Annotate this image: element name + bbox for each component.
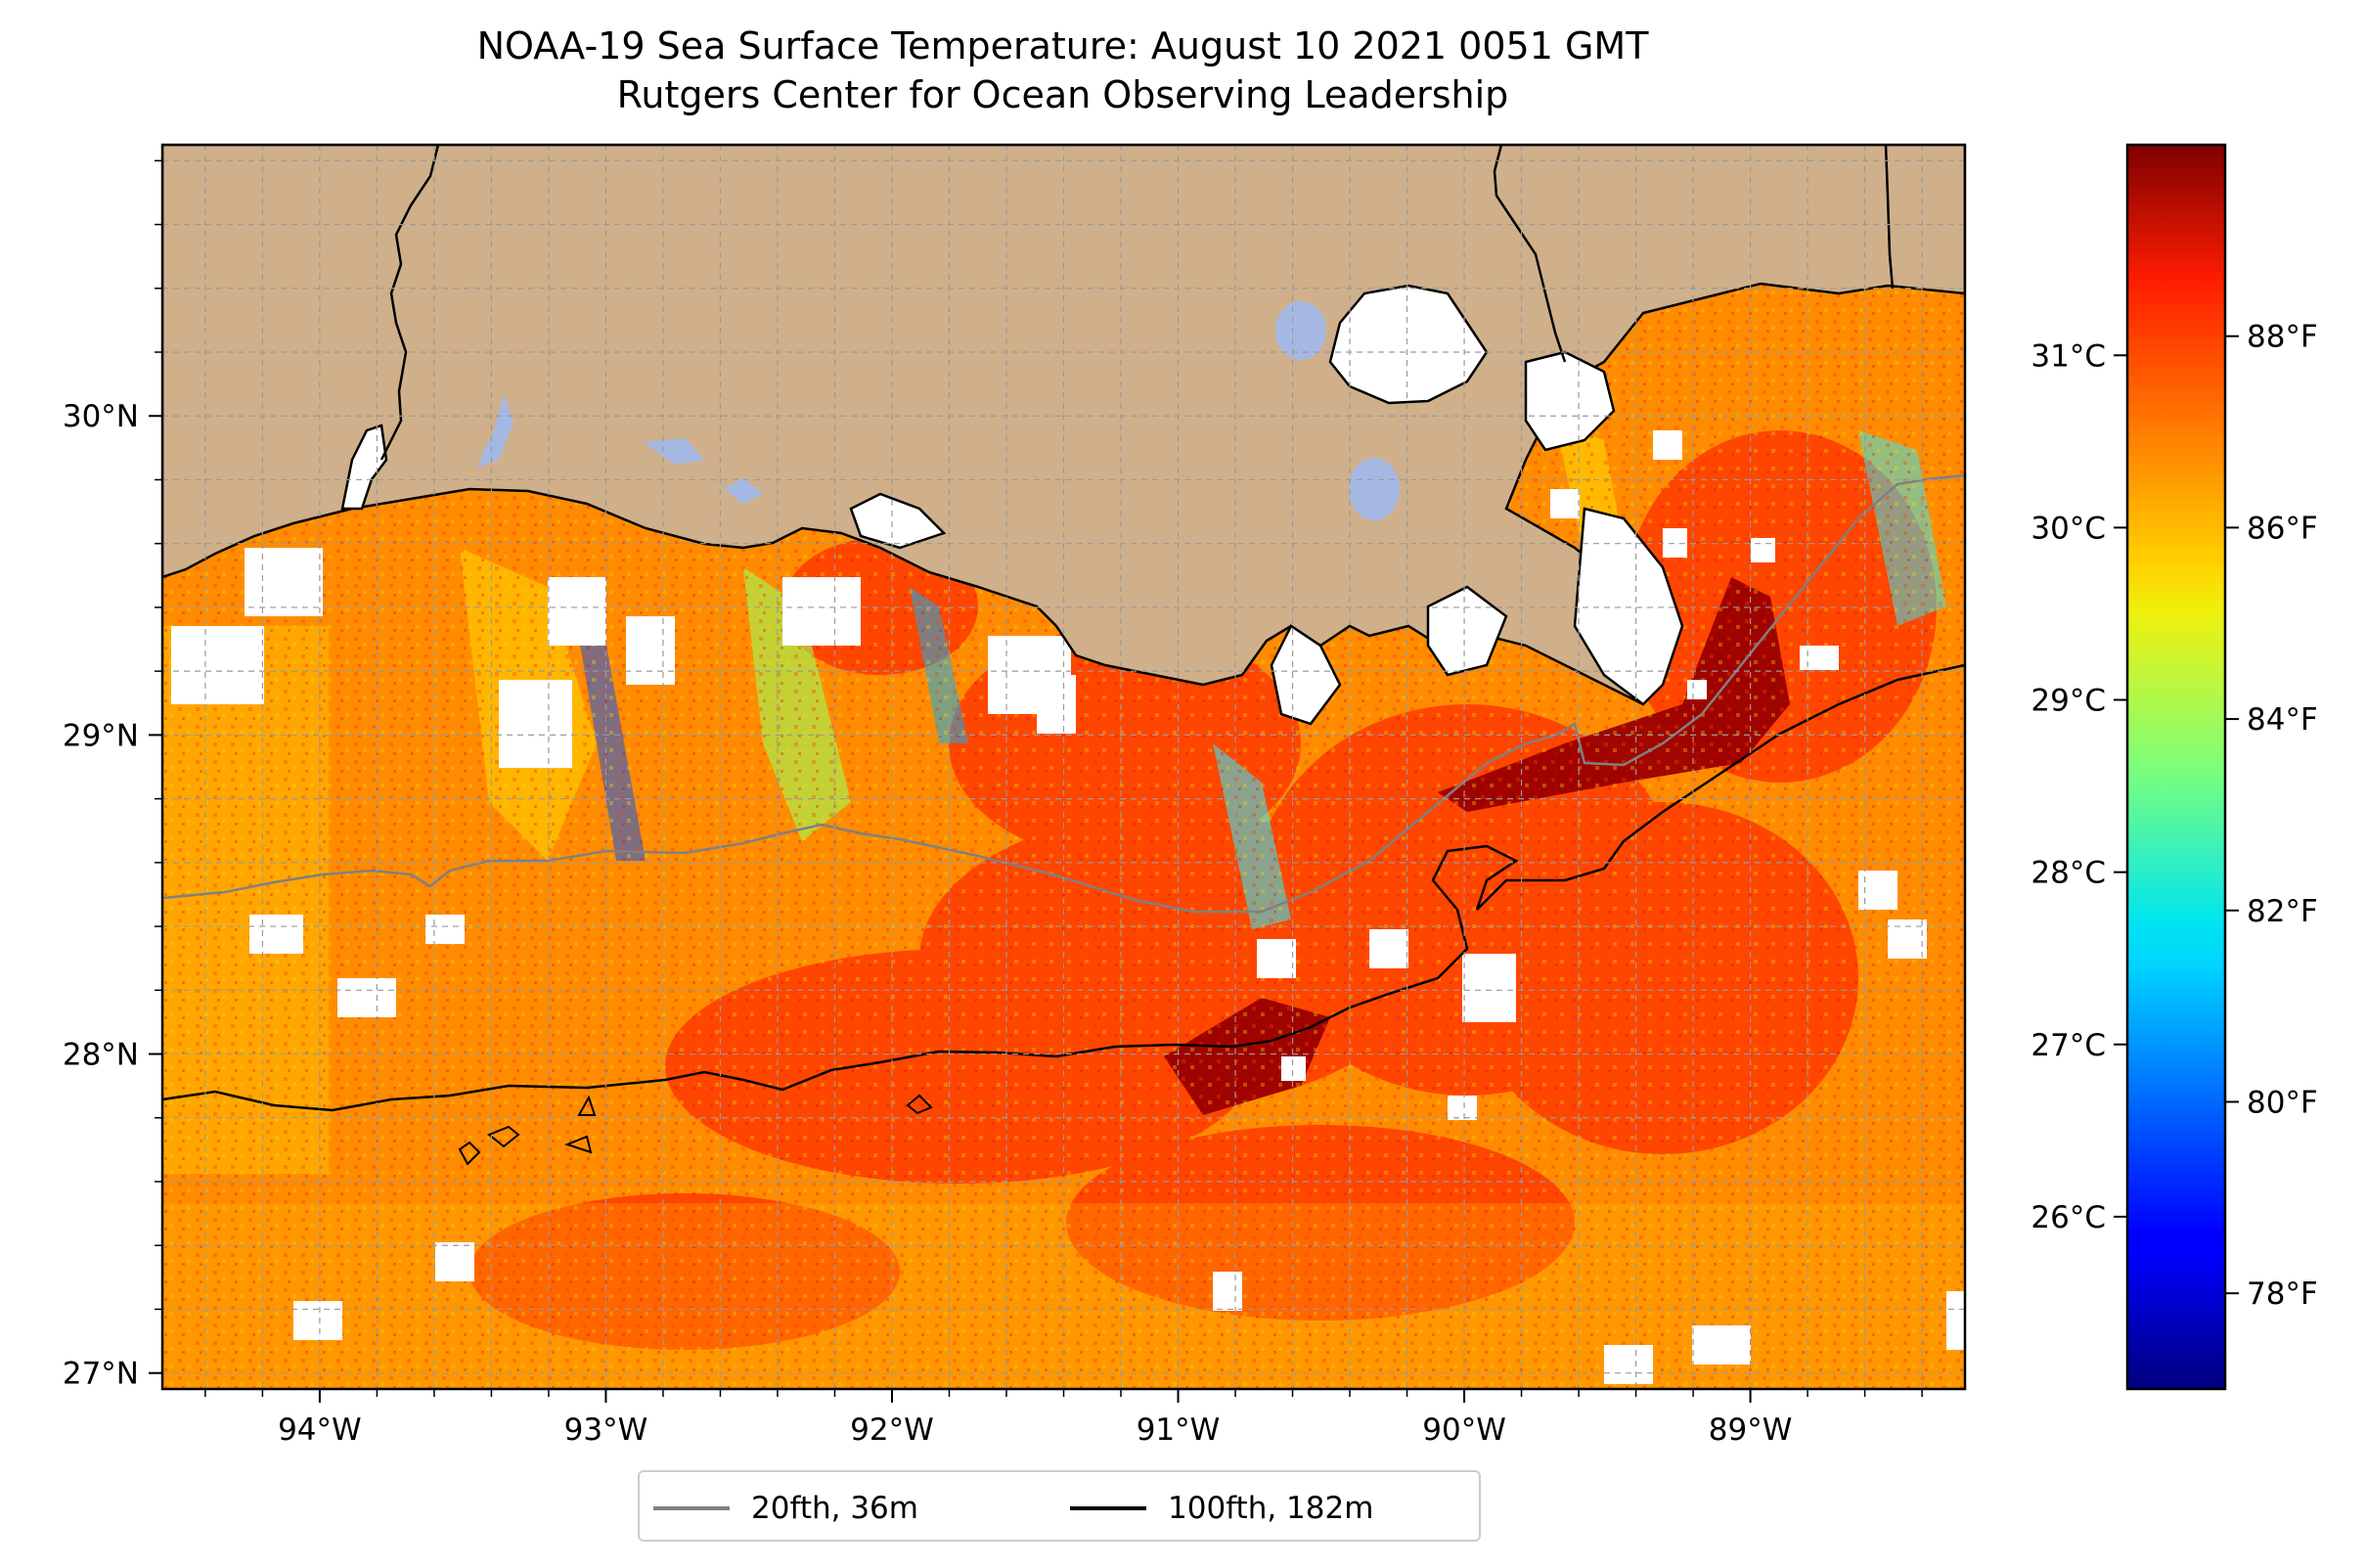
bays-and-lakes-white [340,284,1684,726]
map-title: NOAA-19 Sea Surface Temperature: August … [160,22,1965,119]
lakes [477,301,1400,520]
lon-tick-label: 92°W [850,1412,934,1448]
isobath-100fth [162,663,1965,1112]
colorbar-fahrenheit-label: 78°F [2247,1277,2318,1312]
colorbar-celsius-label: 30°C [2030,511,2106,546]
colorbar-celsius-label: 31°C [2030,338,2106,374]
colorbar-fahrenheit-axis: 78°F 80°F 82°F 84°F 86°F 88°F [2225,320,2318,1312]
legend-swatch-100fth [1070,1505,1146,1510]
legend-item-100fth: 100fth, 182m [1070,1472,1373,1544]
lat-axis: 27°N 28°N 29°N 30°N [63,159,162,1392]
lon-tick-label: 93°W [564,1412,648,1448]
colorbar-celsius-label: 26°C [2030,1200,2106,1235]
lat-tick-label: 29°N [63,718,139,753]
state-border-east [1493,145,1567,363]
colorbar-fahrenheit-label: 84°F [2247,702,2318,738]
lat-tick-label: 30°N [63,399,139,434]
isobath-legend: 20fth, 36m 100fth, 182m [638,1470,1481,1542]
legend-item-20fth: 20fth, 36m [653,1472,918,1544]
legend-label-20fth: 20fth, 36m [751,1490,918,1526]
colorbar-celsius-label: 28°C [2030,856,2106,891]
shelf-banks [458,1094,933,1166]
colorbar-celsius-axis: 26°C 27°C 28°C 29°C 30°C 31°C [2030,338,2127,1235]
colorbar [2125,143,2227,1391]
legend-label-100fth: 100fth, 182m [1168,1490,1374,1526]
colorbar-fahrenheit-label: 86°F [2247,511,2318,546]
lon-tick-label: 90°W [1422,1412,1506,1448]
colorbar-celsius-label: 27°C [2030,1028,2106,1063]
colorbar-fahrenheit-label: 88°F [2247,320,2318,355]
lon-tick-label: 89°W [1709,1412,1793,1448]
lon-tick-label: 91°W [1137,1412,1221,1448]
colorbar-celsius-label: 29°C [2030,684,2106,719]
colorbar-fahrenheit-label: 82°F [2247,894,2318,929]
lon-tick-label: 94°W [278,1412,362,1448]
cloud-gaps [171,430,1965,1384]
title-line-1: NOAA-19 Sea Surface Temperature: August … [476,24,1649,67]
legend-swatch-20fth [653,1505,730,1510]
lon-axis: 94°W 93°W 92°W 91°W 90°W 89°W [204,1389,1923,1448]
lat-tick-label: 27°N [63,1357,139,1392]
colorbar-fahrenheit-label: 80°F [2247,1085,2318,1120]
title-line-2: Rutgers Center for Ocean Observing Leade… [616,73,1509,116]
state-border [379,145,440,461]
lat-tick-label: 28°N [63,1038,139,1073]
isobath-20fth [162,473,1965,914]
gridlines [162,145,1965,1389]
